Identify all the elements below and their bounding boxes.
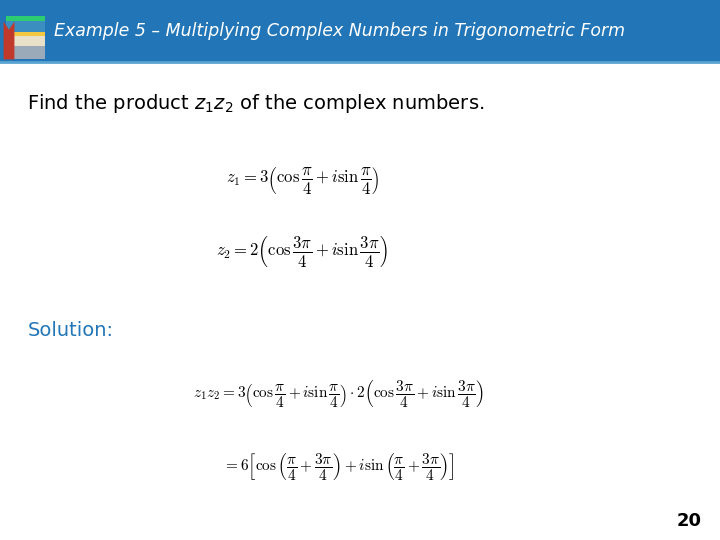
Text: $= 6\left[\cos\left(\dfrac{\pi}{4} + \dfrac{3\pi}{4}\right) + i\sin\left(\dfrac{: $= 6\left[\cos\left(\dfrac{\pi}{4} + \df… [222, 451, 454, 483]
Text: $z_1z_2 = 3\left(\cos\dfrac{\pi}{4} + i\sin\dfrac{\pi}{4}\right)\cdot 2\left(\co: $z_1z_2 = 3\left(\cos\dfrac{\pi}{4} + i\… [193, 379, 484, 410]
Text: Solution:: Solution: [27, 321, 113, 340]
Bar [0, 0, 720, 62]
Bar [8, 32, 45, 46]
Polygon shape [4, 22, 14, 59]
Text: Example 5 – Multiplying Complex Numbers in Trigonometric Form: Example 5 – Multiplying Complex Numbers … [54, 22, 625, 40]
Text: $z_1 = 3\left(\cos\dfrac{\pi}{4} + i\sin\dfrac{\pi}{4}\right)$: $z_1 = 3\left(\cos\dfrac{\pi}{4} + i\sin… [225, 165, 379, 197]
Bar [6, 16, 45, 21]
Bar [6, 42, 45, 59]
Text: Find the product $z_1z_2$ of the complex numbers.: Find the product $z_1z_2$ of the complex… [27, 92, 485, 115]
Text: $z_2 = 2\left(\cos\dfrac{3\pi}{4} + i\sin\dfrac{3\pi}{4}\right)$: $z_2 = 2\left(\cos\dfrac{3\pi}{4} + i\si… [216, 234, 389, 268]
Bar [6, 17, 45, 32]
Bar [6, 32, 45, 36]
Text: 20: 20 [677, 512, 702, 530]
